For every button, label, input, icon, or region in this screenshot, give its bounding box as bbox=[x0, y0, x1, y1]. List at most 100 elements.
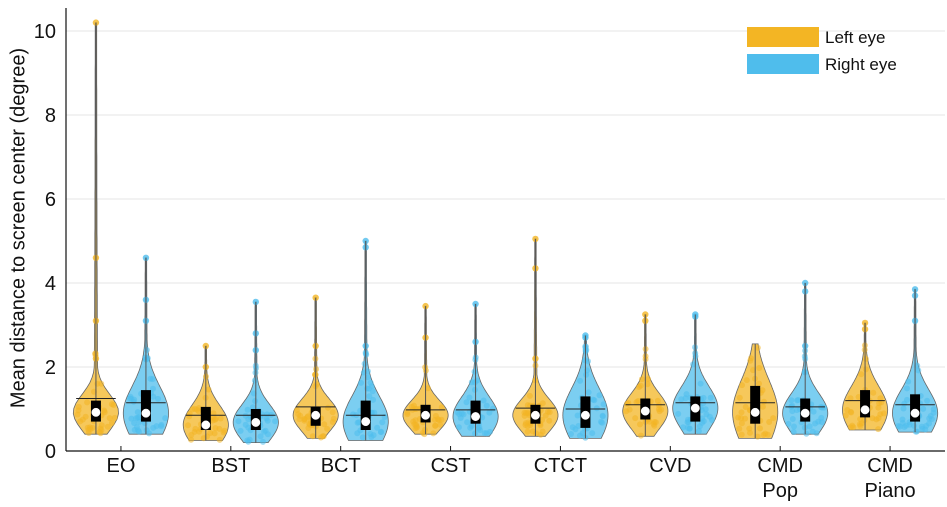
median-marker bbox=[421, 410, 431, 420]
y-tick-label: 6 bbox=[45, 189, 56, 211]
data-point bbox=[216, 436, 223, 443]
data-point bbox=[899, 419, 906, 426]
data-point bbox=[191, 405, 198, 412]
data-point bbox=[862, 355, 869, 362]
iqr-box bbox=[360, 400, 371, 430]
data-point bbox=[861, 417, 868, 424]
median-marker bbox=[91, 407, 101, 417]
data-point bbox=[920, 405, 927, 412]
median-marker bbox=[910, 408, 920, 418]
data-point bbox=[575, 423, 582, 429]
data-point bbox=[706, 413, 713, 420]
data-point bbox=[858, 371, 865, 378]
data-point bbox=[794, 397, 801, 404]
data-point bbox=[789, 402, 796, 409]
violin-left-eye bbox=[292, 294, 339, 441]
x-tick-label: CMD bbox=[757, 455, 803, 477]
data-point bbox=[754, 433, 761, 440]
data-point bbox=[158, 423, 165, 430]
data-point bbox=[747, 357, 754, 364]
data-point bbox=[244, 406, 251, 413]
data-point bbox=[789, 408, 796, 415]
data-point bbox=[873, 416, 880, 423]
violin-right-eye bbox=[122, 254, 169, 437]
data-point bbox=[97, 430, 104, 437]
x-tick-label: Piano bbox=[864, 480, 915, 502]
data-point bbox=[856, 421, 863, 428]
legend-label-left-eye: Left eye bbox=[825, 28, 886, 47]
data-point bbox=[437, 421, 444, 428]
y-axis-label: Mean distance to screen center (degree) bbox=[7, 48, 29, 408]
data-point bbox=[599, 412, 606, 419]
data-point bbox=[261, 428, 268, 435]
median-marker bbox=[530, 410, 540, 420]
data-point bbox=[150, 385, 156, 392]
data-point bbox=[379, 419, 386, 426]
data-point bbox=[770, 415, 777, 422]
data-point bbox=[84, 399, 91, 406]
violin-right-eye bbox=[232, 298, 279, 445]
data-point bbox=[471, 386, 478, 393]
data-point bbox=[844, 407, 851, 413]
x-tick-label: BCT bbox=[321, 455, 361, 477]
outlier-point bbox=[92, 19, 100, 26]
data-point bbox=[188, 436, 195, 443]
data-point bbox=[251, 377, 258, 384]
data-point bbox=[766, 419, 773, 425]
y-tick-label: 8 bbox=[45, 105, 56, 127]
data-point bbox=[680, 424, 687, 431]
violin-right-eye bbox=[452, 300, 499, 437]
data-point bbox=[930, 406, 937, 413]
x-tick-label: BST bbox=[211, 455, 250, 477]
data-point bbox=[246, 436, 253, 443]
data-point bbox=[750, 367, 756, 374]
data-point bbox=[101, 409, 108, 416]
data-point bbox=[438, 404, 445, 411]
data-point bbox=[870, 389, 877, 396]
data-point bbox=[900, 405, 907, 412]
data-point bbox=[364, 385, 371, 392]
data-point bbox=[131, 420, 138, 426]
data-point bbox=[471, 368, 478, 375]
data-point bbox=[539, 428, 546, 435]
data-point bbox=[217, 415, 224, 422]
data-point bbox=[637, 382, 644, 389]
data-point bbox=[325, 404, 331, 411]
data-point bbox=[319, 433, 326, 440]
data-point bbox=[153, 423, 160, 430]
x-tick-labels: EO BST BCT CST CTCT CVD CMD Pop CMD Piano bbox=[106, 446, 916, 502]
data-point bbox=[754, 344, 761, 351]
data-point bbox=[143, 347, 150, 353]
data-point bbox=[762, 430, 769, 437]
data-point bbox=[645, 376, 652, 382]
violin-right-eye bbox=[342, 237, 389, 441]
data-point bbox=[136, 428, 142, 435]
data-point bbox=[533, 430, 539, 437]
data-point bbox=[250, 390, 257, 397]
iqr-box bbox=[140, 390, 151, 422]
data-point bbox=[911, 422, 917, 429]
data-point bbox=[635, 398, 642, 404]
data-point bbox=[463, 399, 470, 406]
data-point bbox=[480, 397, 487, 404]
data-point bbox=[207, 430, 214, 436]
data-point bbox=[809, 428, 816, 435]
data-point bbox=[598, 418, 604, 425]
data-point bbox=[789, 416, 796, 422]
data-point bbox=[637, 421, 643, 428]
data-point bbox=[329, 409, 336, 416]
data-point bbox=[759, 387, 766, 394]
outlier-point bbox=[861, 319, 869, 327]
grid-lines bbox=[66, 30, 945, 368]
data-point bbox=[761, 398, 767, 405]
data-point bbox=[364, 374, 371, 381]
data-point bbox=[695, 428, 702, 434]
data-point bbox=[743, 377, 750, 384]
violin-left-eye bbox=[512, 235, 559, 438]
data-point bbox=[849, 422, 856, 429]
data-point bbox=[736, 394, 743, 401]
violin-left-eye bbox=[72, 19, 119, 437]
data-point bbox=[260, 438, 266, 445]
x-tick-label: EO bbox=[106, 455, 135, 477]
data-point bbox=[686, 425, 693, 432]
